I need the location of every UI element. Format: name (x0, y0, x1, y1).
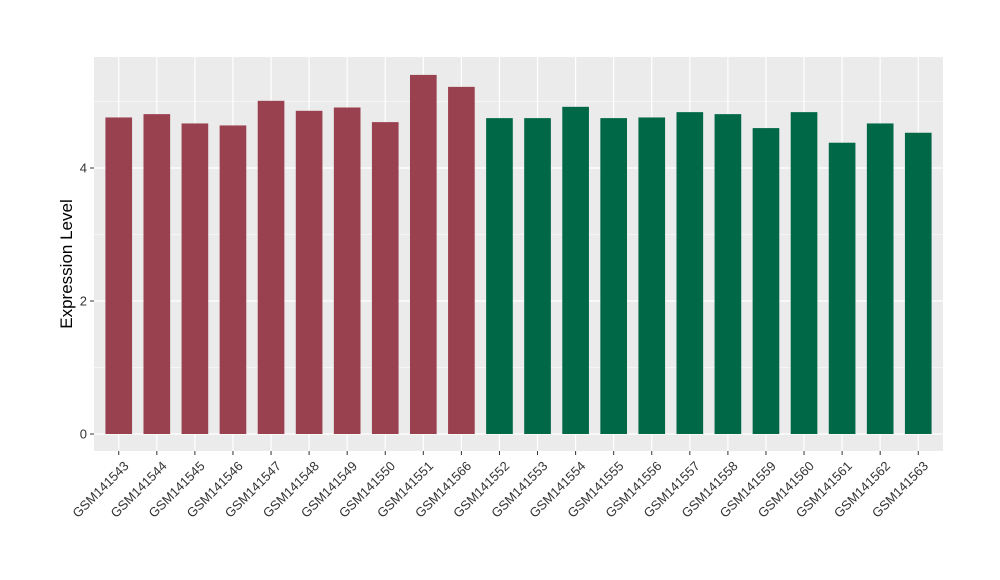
bar-GSM141550 (371, 122, 399, 435)
bar-GSM141549 (333, 107, 361, 435)
y-axis-title: Expression Level (57, 199, 76, 328)
y-axis: 0 2 4 (80, 161, 94, 442)
y-tick-label: 2 (80, 294, 87, 309)
bar-GSM141547 (257, 100, 285, 435)
bar-GSM141553 (524, 118, 551, 434)
y-tick-label: 0 (80, 427, 87, 442)
y-tick-label: 4 (80, 161, 87, 176)
bar-GSM141557 (676, 112, 704, 434)
bar-GSM141555 (600, 118, 628, 434)
bar-GSM141554 (562, 106, 589, 434)
bar-GSM141556 (638, 117, 666, 435)
bar-GSM141545 (181, 123, 209, 434)
bar-GSM141552 (486, 118, 513, 434)
bar-GSM141560 (790, 112, 818, 434)
bar-GSM141544 (143, 114, 171, 434)
bar-GSM141562 (866, 123, 894, 434)
bar-GSM141566 (448, 86, 475, 435)
bar-GSM141551 (409, 74, 437, 435)
bar-GSM141543 (105, 117, 133, 435)
bar-GSM141546 (219, 125, 247, 434)
bar-GSM141548 (295, 110, 323, 434)
bar-GSM141561 (828, 142, 856, 435)
x-axis: GSM141543GSM141544GSM141545GSM141546GSM1… (69, 451, 931, 521)
bar-GSM141558 (714, 114, 742, 434)
bar-GSM141559 (752, 128, 780, 434)
bar-GSM141563 (904, 132, 932, 434)
bars (105, 74, 932, 435)
